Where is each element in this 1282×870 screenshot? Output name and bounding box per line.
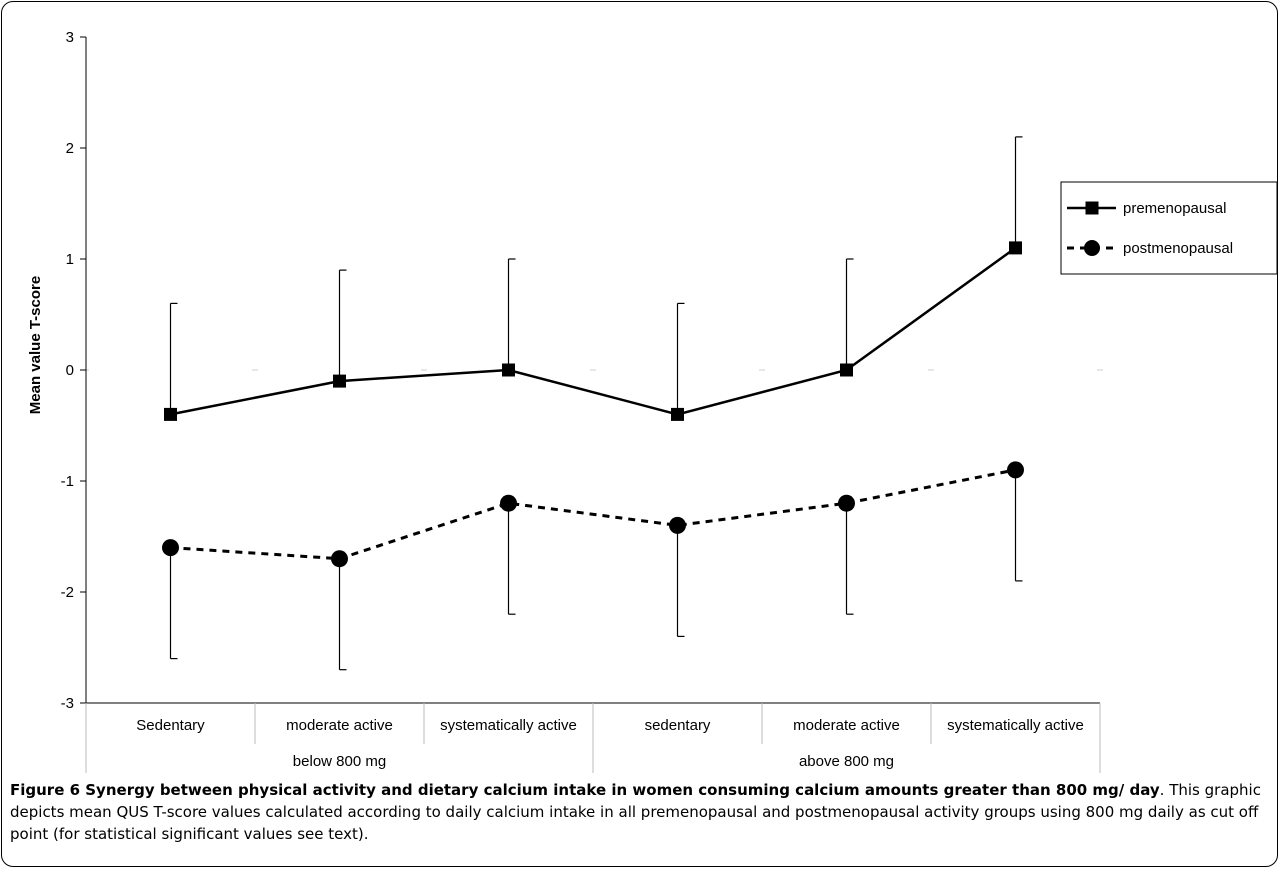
error-bars bbox=[169, 136, 1023, 671]
x-tick-label: systematically active bbox=[947, 717, 1084, 734]
x-tick-label: systematically active bbox=[440, 717, 577, 734]
marker-premenopausal bbox=[840, 363, 853, 377]
marker-premenopausal bbox=[502, 363, 515, 377]
marker-postmenopausal bbox=[1007, 461, 1024, 479]
x-group-label: below 800 mg bbox=[293, 753, 386, 770]
x-tick-label: moderate active bbox=[793, 717, 900, 734]
line-chart: -3 -2 -1 0 1 2 3 Sedentary moderate active system… bbox=[27, 29, 1278, 773]
marker-postmenopausal bbox=[669, 516, 686, 534]
x-tick-label: sedentary bbox=[645, 717, 711, 734]
legend-marker-premenopausal bbox=[1085, 201, 1099, 215]
marker-postmenopausal bbox=[331, 550, 348, 568]
y-tick-label: -2 bbox=[61, 584, 74, 601]
legend-label: premenopausal bbox=[1123, 200, 1226, 217]
marker-premenopausal bbox=[333, 374, 346, 388]
marker-postmenopausal bbox=[162, 539, 179, 557]
y-tick-label: 0 bbox=[66, 362, 74, 379]
y-tick-label: 2 bbox=[66, 140, 74, 157]
figure-caption: Figure 6 Synergy between physical activi… bbox=[10, 779, 1272, 845]
marker-premenopausal bbox=[1009, 241, 1022, 255]
caption-title: Figure 6 Synergy between physical activi… bbox=[10, 781, 1160, 799]
y-tick-label: 1 bbox=[66, 251, 74, 268]
caption-text: . This graphic depicts mean QUS T-score … bbox=[10, 781, 1261, 843]
marker-postmenopausal bbox=[838, 494, 855, 512]
legend-label: postmenopausal bbox=[1123, 240, 1233, 257]
series-line-premenopausal bbox=[170, 246, 1017, 416]
y-tick-label: -1 bbox=[61, 473, 74, 490]
x-tick-label: Sedentary bbox=[136, 717, 205, 734]
x-group-label: above 800 mg bbox=[799, 753, 894, 770]
series-lines bbox=[170, 246, 1017, 561]
y-axis-label: Mean value T-score bbox=[27, 276, 44, 414]
series-markers bbox=[162, 241, 1024, 568]
x-tick-label: moderate active bbox=[286, 717, 393, 734]
marker-premenopausal bbox=[164, 407, 177, 421]
tick-labels: -3 -2 -1 0 1 2 3 Sedentary moderate active system… bbox=[61, 29, 1084, 770]
marker-premenopausal bbox=[671, 407, 684, 421]
y-tick-label: -3 bbox=[61, 695, 74, 712]
marker-postmenopausal bbox=[500, 494, 517, 512]
legend: premenopausal postmenopausal bbox=[1060, 181, 1278, 275]
y-tick-label: 3 bbox=[66, 29, 74, 46]
legend-marker-postmenopausal bbox=[1084, 240, 1100, 256]
series-line-postmenopausal bbox=[170, 468, 1016, 561]
chart-axes bbox=[80, 36, 1101, 773]
legend-box bbox=[1060, 181, 1278, 275]
